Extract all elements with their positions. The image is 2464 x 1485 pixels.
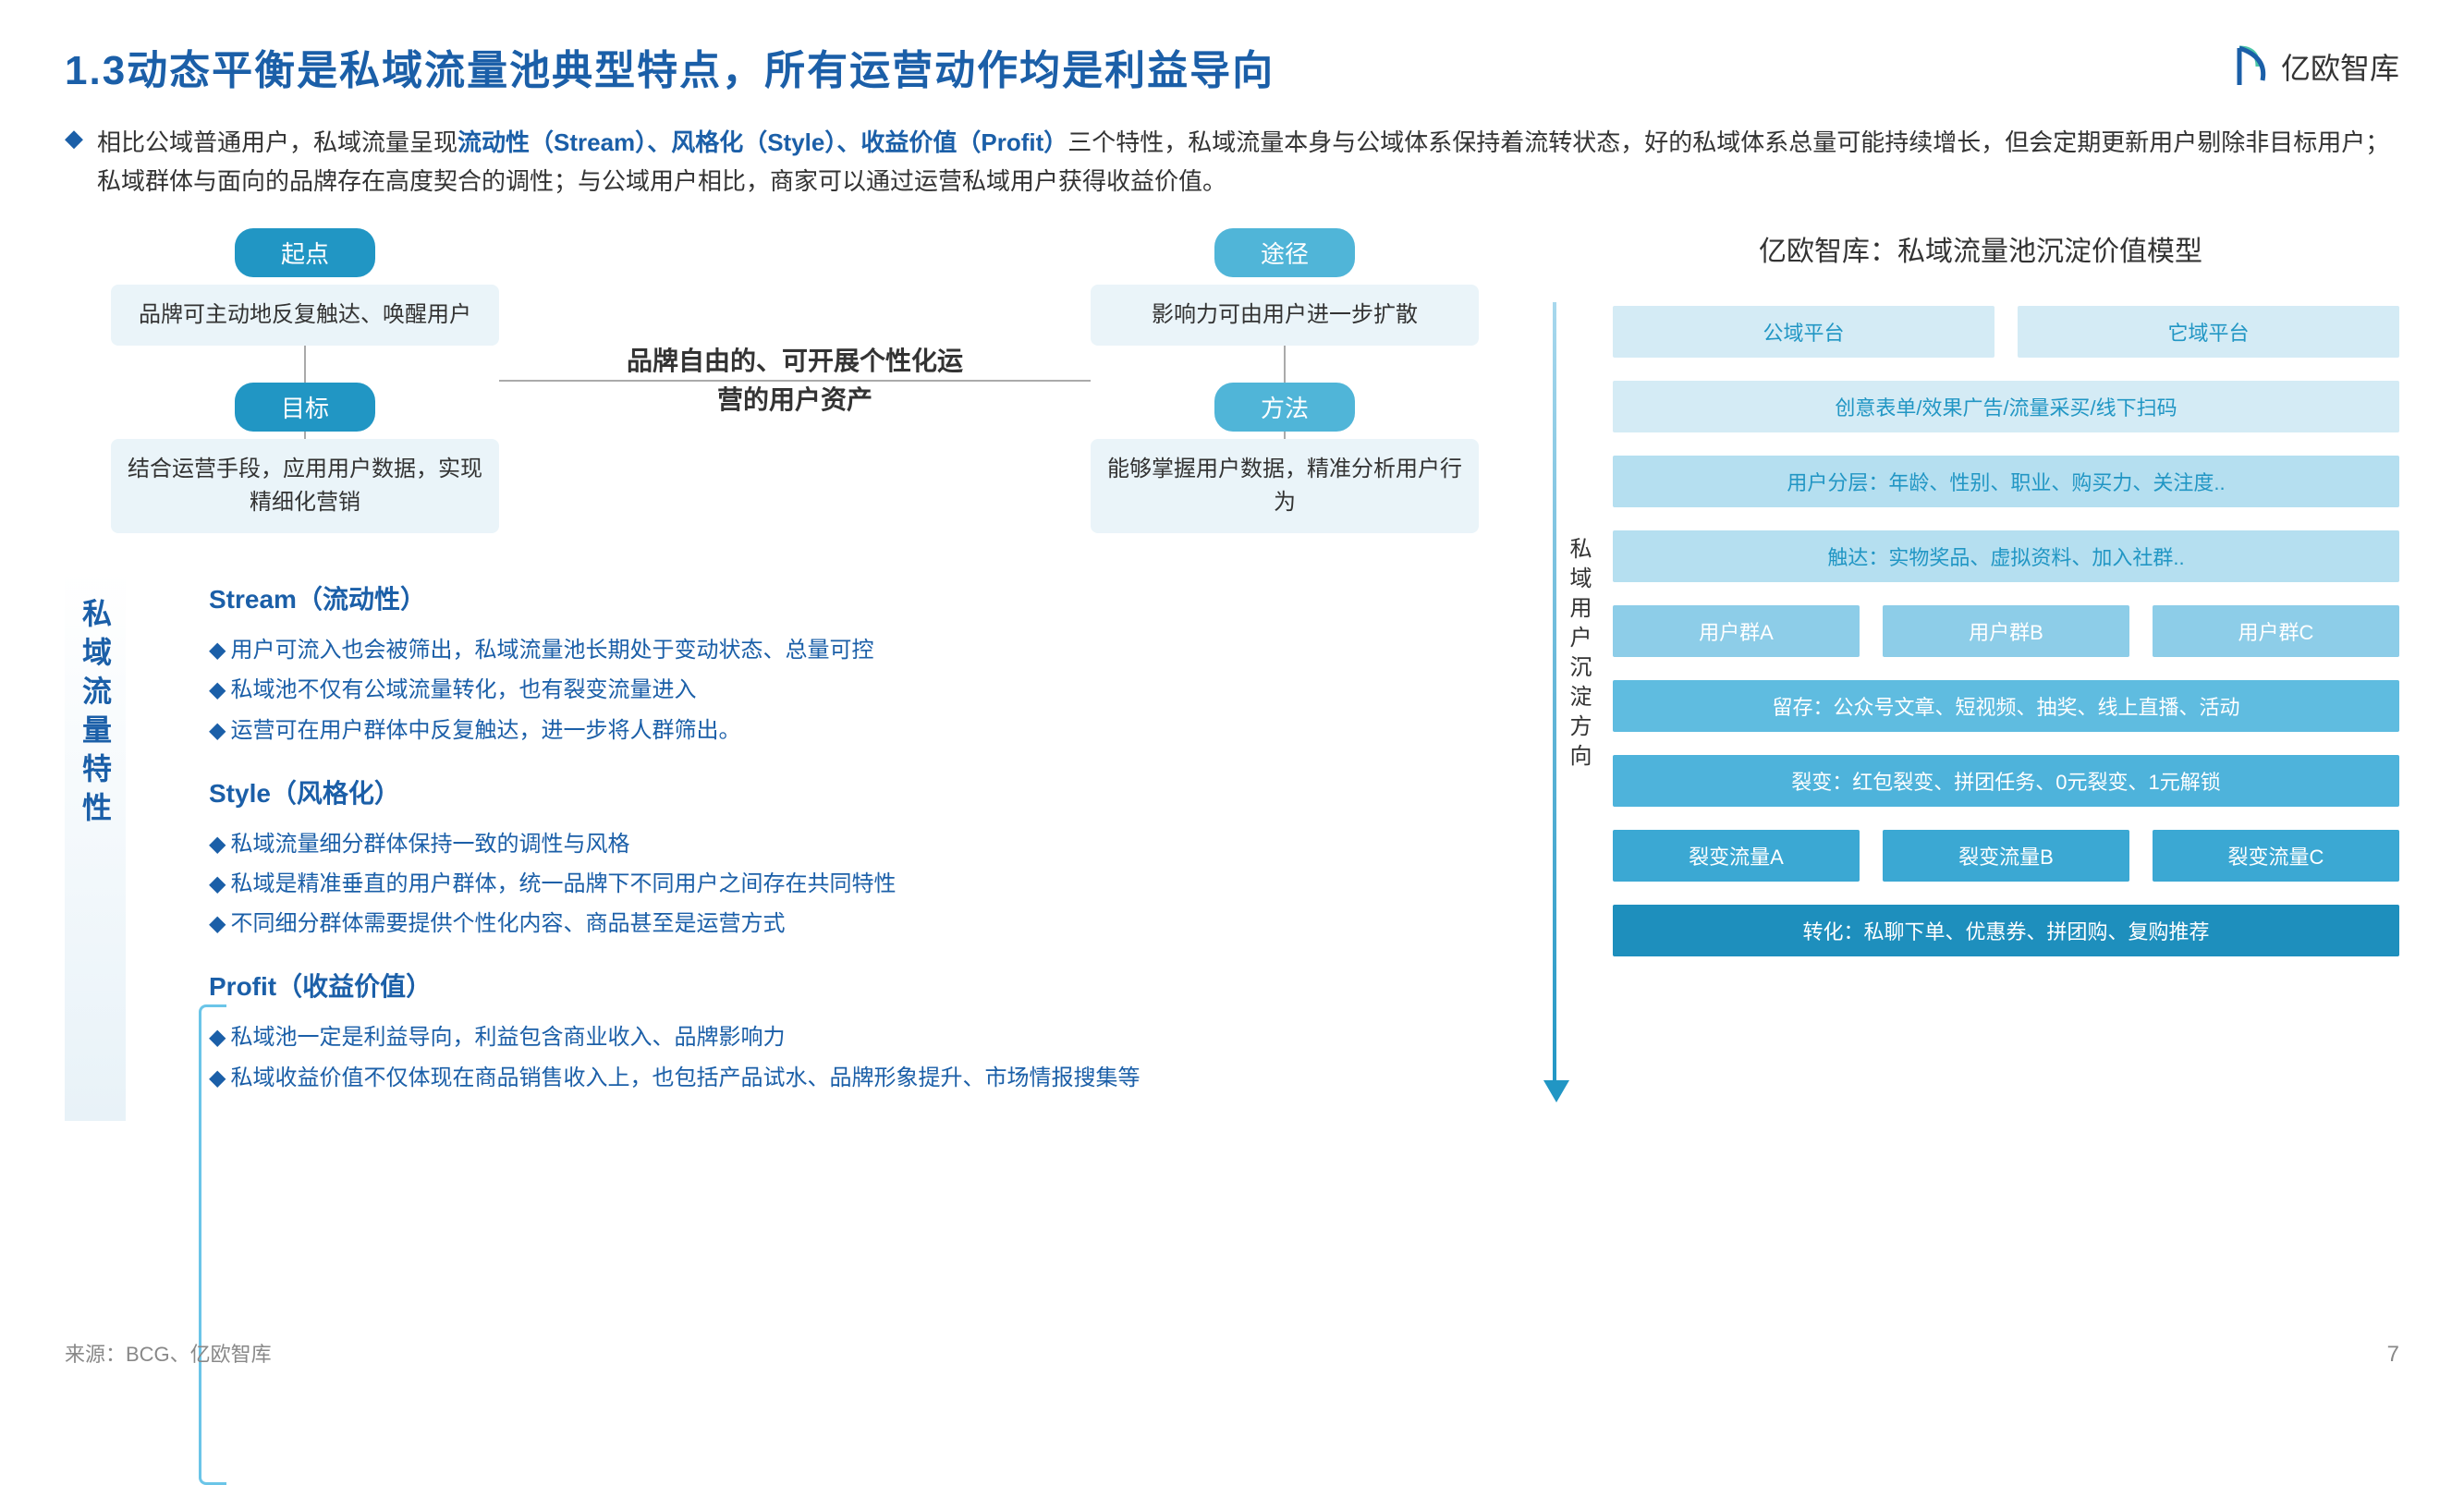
flow-row-8: 裂变流量A 裂变流量B 裂变流量C [1613,830,2399,882]
flow-row-6: 留存：公众号文章、短视频、抽奖、线上直播、活动 [1613,680,2399,732]
style-block: Style（风格化） 私域流量细分群体保持一致的调性与风格 私域是精准垂直的用户… [209,773,1525,944]
arrow-head-icon [1543,1080,1569,1102]
flow-row-1: 公域平台 它域平台 [1613,306,2399,358]
diagram-center: 品牌自由的、可开展个性化运 营的用户资产 [627,342,963,420]
concept-diagram: 品牌自由的、可开展个性化运 营的用户资产 起点 品牌可主动地反复触达、唤醒用户 … [65,228,1525,533]
logo-icon [2226,43,2272,90]
page-title: 1.3动态平衡是私域流量池典型特点，所有运营动作均是利益导向 [65,37,1275,96]
flow-title: 亿欧智库：私域流量池沉淀价值模型 [1562,228,2399,269]
node-path: 途径 影响力可由用户进一步扩散 [1091,228,1479,346]
flow-row-4: 触达：实物奖品、虚拟资料、加入社群.. [1613,530,2399,582]
node-start: 起点 品牌可主动地反复触达、唤醒用户 [111,228,499,346]
flow-row-7: 裂变：红包裂变、拼团任务、0元裂变、1元解锁 [1613,755,2399,807]
flow-row-5: 用户群A 用户群B 用户群C [1613,605,2399,657]
flow-row-2: 创意表单/效果广告/流量采买/线下扫码 [1613,381,2399,432]
logo: 亿欧智库 [2226,43,2399,90]
node-method: 方法 能够掌握用户数据，精准分析用户行为 [1091,383,1479,533]
header: 1.3动态平衡是私域流量池典型特点，所有运营动作均是利益导向 亿欧智库 [65,37,2399,96]
node-goal: 目标 结合运营手段，应用用户数据，实现精细化营销 [111,383,499,533]
bracket-icon [199,1004,226,1485]
arrow-line [1553,302,1556,1093]
flow-vlabel: 私域用户沉淀方向 [1562,306,1594,773]
flow-row-3: 用户分层：年龄、性别、职业、购买力、关注度.. [1613,456,2399,507]
intro: ◆ 相比公域普通用户，私域流量呈现流动性（Stream）、风格化（Style）、… [65,124,2399,201]
flow-model: 亿欧智库：私域流量池沉淀价值模型 私域用户沉淀方向 公域平台 它域平台 创意表单… [1562,228,2399,1121]
bullet-icon: ◆ [65,124,83,201]
source-text: 来源：BCG、亿欧智库 [65,1338,272,1368]
features-vlabel: 私域流量特性 [65,570,126,1121]
flow-row-9: 转化：私聊下单、优惠券、拼团购、复购推荐 [1613,905,2399,956]
logo-text: 亿欧智库 [2281,45,2399,88]
profit-block: Profit（收益价值） 私域池一定是利益导向，利益包含商业收入、品牌影响力 私… [209,967,1525,1097]
page-number: 7 [2387,1342,2399,1368]
stream-block: Stream（流动性） 用户可流入也会被筛出，私域流量池长期处于变动状态、总量可… [209,579,1525,750]
intro-text: 相比公域普通用户，私域流量呈现流动性（Stream）、风格化（Style）、收益… [97,124,2399,201]
features: 私域流量特性 Stream（流动性） 用户可流入也会被筛出，私域流量池长期处于变… [65,570,1525,1121]
